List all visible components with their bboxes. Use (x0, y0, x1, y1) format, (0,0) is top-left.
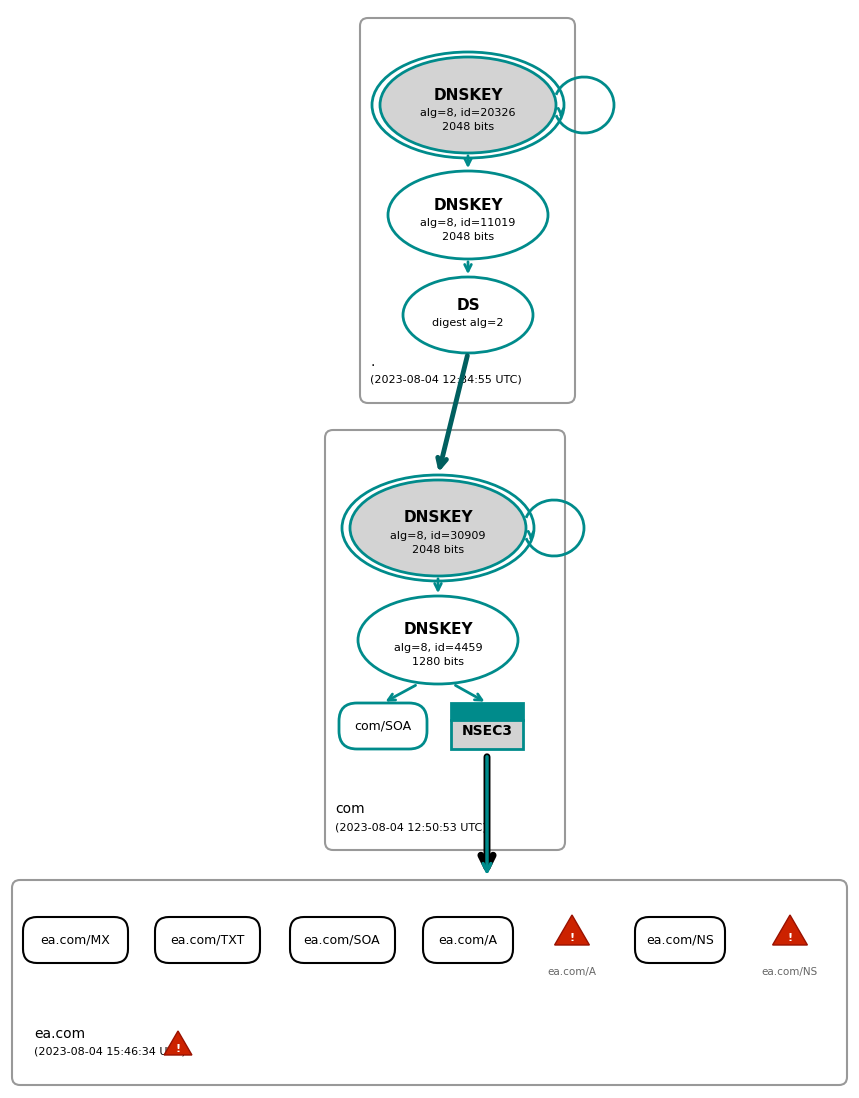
FancyBboxPatch shape (451, 703, 523, 749)
FancyBboxPatch shape (155, 917, 260, 963)
Text: ea.com/TXT: ea.com/TXT (170, 933, 244, 946)
FancyBboxPatch shape (339, 703, 427, 749)
Text: com: com (335, 802, 364, 816)
Text: DNSKEY: DNSKEY (433, 88, 503, 102)
Text: ea.com/A: ea.com/A (438, 933, 497, 946)
FancyBboxPatch shape (360, 18, 575, 403)
FancyBboxPatch shape (23, 917, 128, 963)
Polygon shape (164, 1031, 192, 1055)
FancyBboxPatch shape (451, 703, 523, 720)
Text: (2023-08-04 15:46:34 UTC): (2023-08-04 15:46:34 UTC) (34, 1047, 186, 1057)
Text: alg=8, id=20326: alg=8, id=20326 (420, 108, 515, 117)
Text: ea.com/MX: ea.com/MX (40, 933, 110, 946)
Polygon shape (555, 915, 589, 945)
FancyBboxPatch shape (423, 917, 513, 963)
Text: com/SOA: com/SOA (355, 719, 411, 732)
Ellipse shape (350, 480, 526, 576)
Text: DNSKEY: DNSKEY (433, 198, 503, 213)
Ellipse shape (380, 57, 556, 153)
Polygon shape (772, 915, 807, 945)
Text: ea.com/NS: ea.com/NS (646, 933, 714, 946)
FancyBboxPatch shape (12, 879, 847, 1085)
Text: .: . (370, 355, 375, 369)
Text: 2048 bits: 2048 bits (442, 122, 494, 132)
FancyBboxPatch shape (325, 430, 565, 850)
Text: alg=8, id=4459: alg=8, id=4459 (393, 643, 482, 653)
Text: alg=8, id=30909: alg=8, id=30909 (390, 531, 485, 541)
Ellipse shape (388, 171, 548, 259)
Text: !: ! (175, 1044, 180, 1054)
Text: ea.com/A: ea.com/A (547, 967, 596, 977)
Text: digest alg=2: digest alg=2 (432, 318, 503, 328)
Text: !: ! (788, 933, 793, 943)
Ellipse shape (403, 277, 533, 352)
Text: DNSKEY: DNSKEY (403, 511, 472, 526)
Ellipse shape (358, 596, 518, 684)
Text: ea.com/SOA: ea.com/SOA (304, 933, 381, 946)
Text: ea.com: ea.com (34, 1027, 85, 1041)
FancyBboxPatch shape (290, 917, 395, 963)
FancyBboxPatch shape (635, 917, 725, 963)
Text: 1280 bits: 1280 bits (412, 657, 464, 666)
Text: ea.com/NS: ea.com/NS (762, 967, 818, 977)
Text: (2023-08-04 12:50:53 UTC): (2023-08-04 12:50:53 UTC) (335, 822, 487, 832)
Text: NSEC3: NSEC3 (461, 724, 513, 738)
Text: 2048 bits: 2048 bits (442, 232, 494, 242)
Text: 2048 bits: 2048 bits (412, 545, 464, 554)
Text: DNSKEY: DNSKEY (403, 623, 472, 638)
Text: (2023-08-04 12:34:55 UTC): (2023-08-04 12:34:55 UTC) (370, 376, 521, 385)
Text: !: ! (570, 933, 575, 943)
Text: alg=8, id=11019: alg=8, id=11019 (420, 219, 515, 228)
Text: DS: DS (456, 298, 480, 313)
